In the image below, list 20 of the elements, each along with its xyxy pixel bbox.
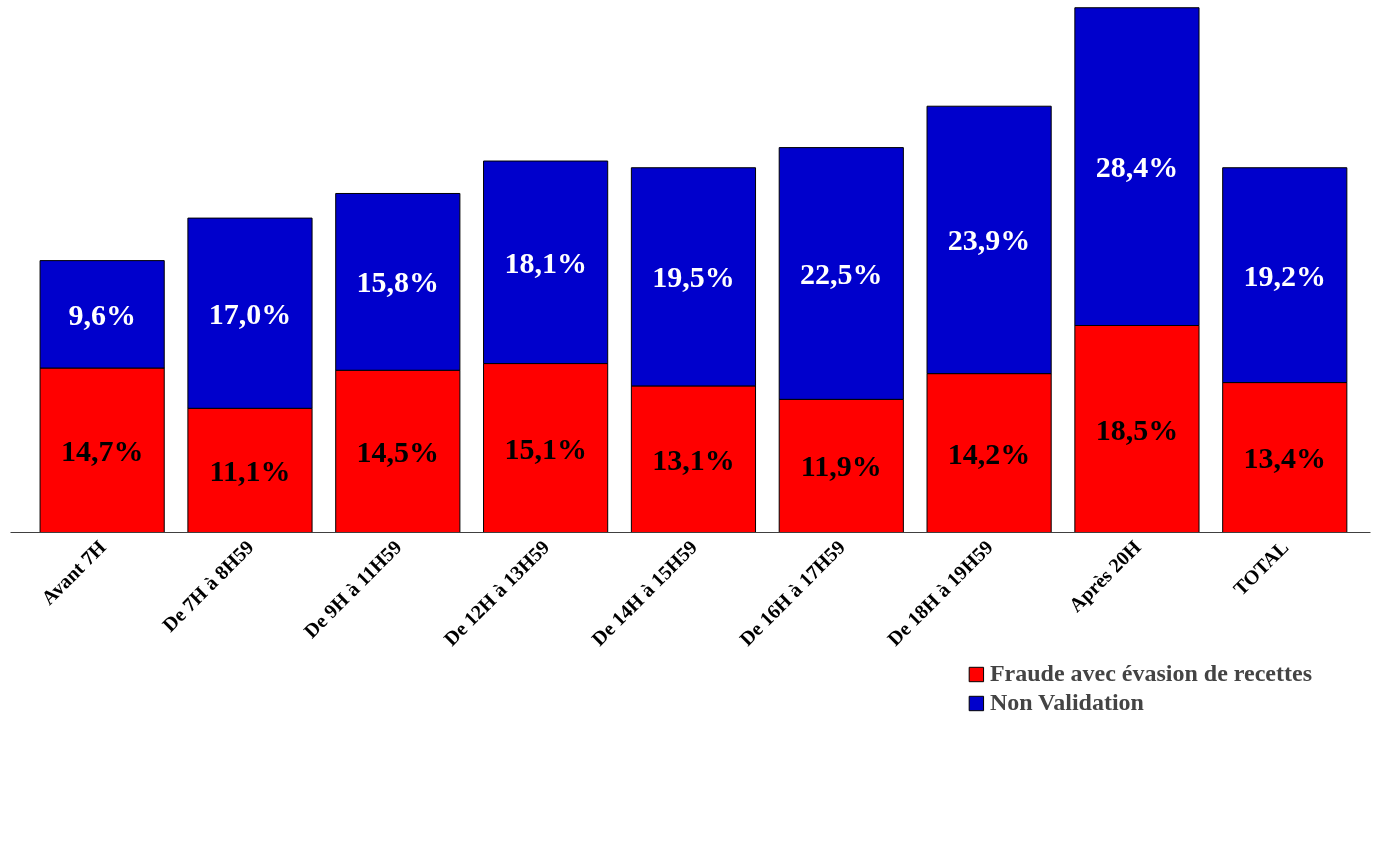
legend-label: Fraude avec évasion de recettes (989, 660, 1312, 687)
data-label: 11,1% (209, 453, 291, 487)
data-label: 19,2% (1243, 258, 1327, 292)
data-label: 19,5% (652, 260, 735, 294)
data-label: 15,1% (504, 431, 587, 465)
data-label: 9,6% (68, 297, 136, 331)
data-label: 14,7% (60, 433, 144, 467)
data-label: 13,1% (652, 442, 735, 476)
data-label: 23,9% (947, 223, 1031, 257)
data-label: 14,5% (356, 434, 440, 468)
data-label: 13,4% (1243, 441, 1327, 475)
legend-label: Non Validation (989, 689, 1144, 716)
data-label: 28,4% (1095, 150, 1179, 184)
data-label: 17,0% (208, 296, 292, 330)
data-label: 18,5% (1095, 412, 1179, 446)
data-label: 14,2% (947, 436, 1031, 470)
data-label: 22,5% (800, 256, 883, 290)
data-label: 11,9% (800, 449, 882, 483)
data-label: 15,8% (356, 265, 440, 299)
data-label: 18,1% (504, 245, 587, 279)
